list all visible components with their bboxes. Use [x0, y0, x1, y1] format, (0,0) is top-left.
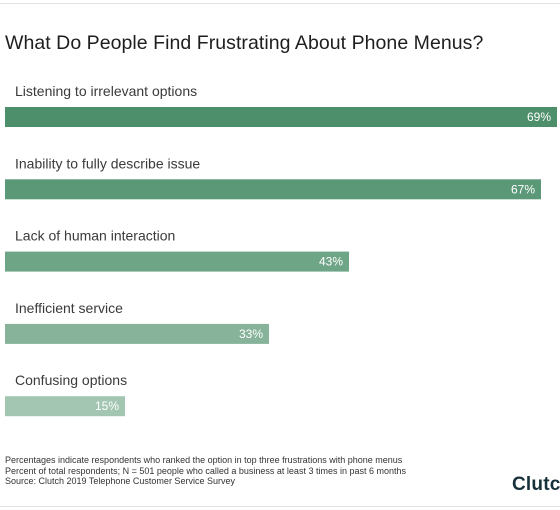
category-label: Inability to fully describe issue	[15, 155, 200, 171]
category-label: Confusing options	[15, 372, 127, 388]
category-label: Lack of human interaction	[15, 228, 175, 244]
bar-chart: Listening to irrelevant options 69% Inabil…	[5, 83, 557, 417]
value-label: 15%	[95, 399, 119, 413]
footnote-ranking: Percentages indicate respondents who ran…	[5, 455, 403, 465]
footnote-sample: Percent of total respondents; N = 501 pe…	[5, 465, 406, 476]
bar	[5, 251, 349, 272]
value-label: 43%	[319, 255, 343, 269]
category-label: Inefficient service	[15, 300, 123, 316]
top-divider	[0, 3, 560, 4]
value-label: 69%	[527, 110, 551, 124]
footnotes: Percentages indicate respondents who ran…	[5, 455, 406, 487]
chart-title: What Do People Find Frustrating About Ph…	[5, 32, 484, 54]
footnote-source: Source: Clutch 2019 Telephone Customer S…	[5, 476, 235, 486]
value-label: 33%	[239, 327, 263, 341]
value-label: 67%	[511, 182, 535, 196]
bar	[5, 107, 557, 127]
clutch-logo: Clutch	[512, 474, 560, 495]
bar	[5, 323, 269, 344]
bar	[5, 396, 125, 417]
bottom-divider	[0, 506, 560, 507]
bar	[5, 179, 541, 200]
category-label: Listening to irrelevant options	[15, 83, 197, 99]
